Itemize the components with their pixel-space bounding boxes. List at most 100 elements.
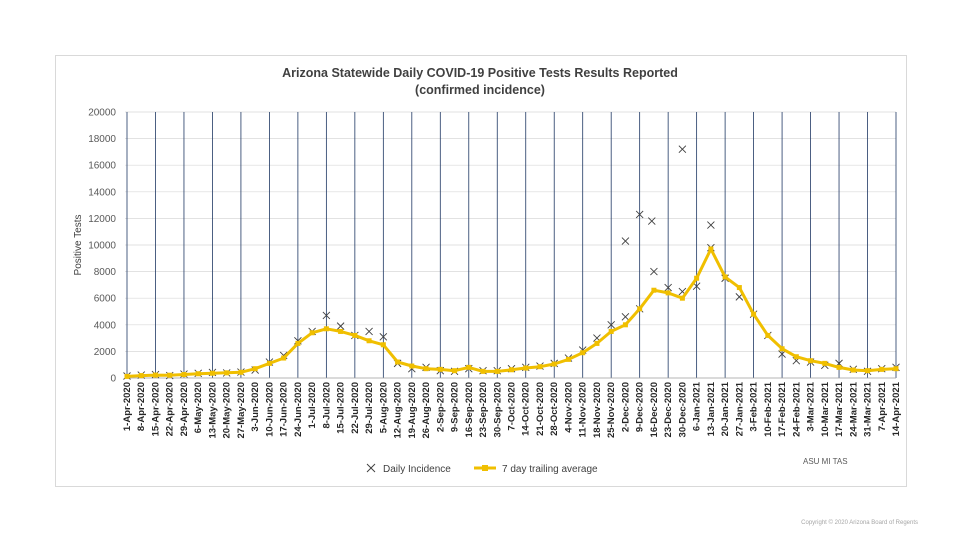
x-tick-label: 10-Mar-2021 <box>820 381 831 437</box>
x-tick-label: 7-Oct-2020 <box>507 382 518 431</box>
x-tick-label: 14-Oct-2020 <box>521 382 532 436</box>
trailing-average-line <box>126 247 897 378</box>
x-tick-label: 11-Nov-2020 <box>578 382 589 437</box>
y-tick-label: 12000 <box>88 214 116 225</box>
x-tick-label: 27-Jan-2021 <box>734 381 745 436</box>
trailing-average-point <box>452 368 458 374</box>
x-tick-label: 14-Apr-2021 <box>891 381 902 436</box>
trailing-average-point <box>338 328 344 334</box>
trailing-average-point <box>594 340 600 346</box>
trailing-average-point <box>309 330 315 336</box>
outlier-points <box>621 145 715 245</box>
x-tick-label: 31-Mar-2021 <box>863 381 874 437</box>
x-tick-label: 3-Jun-2020 <box>250 382 261 432</box>
y-tick-label: 2000 <box>94 347 117 358</box>
trailing-average-point <box>224 370 230 376</box>
trailing-average-point <box>822 360 828 366</box>
x-tick-label: 16-Sep-2020 <box>464 382 475 437</box>
trailing-average-point <box>694 275 700 281</box>
y-tick-labels: 0 2000 4000 6000 8000 10000 12000 14000 16000 180… <box>88 108 116 385</box>
x-tick-label: 1-Jul-2020 <box>307 382 318 428</box>
x-tick-label: 4-Nov-2020 <box>563 382 574 433</box>
trailing-average-point <box>893 366 899 372</box>
trailing-average-point <box>209 370 215 376</box>
legend-label-daily: Daily Incidence <box>383 464 451 475</box>
daily-incidence-point <box>379 332 388 341</box>
x-tick-label: 8-Apr-2020 <box>136 382 147 431</box>
x-tick-label: 17-Mar-2021 <box>834 381 845 437</box>
trailing-average-point <box>836 364 842 370</box>
daily-incidence-point <box>778 350 786 358</box>
daily-incidence-point <box>365 327 373 336</box>
y-tick-label: 8000 <box>94 267 117 278</box>
outlier-point <box>635 210 644 219</box>
x-tick-label: 24-Jun-2020 <box>293 382 304 437</box>
x-tick-label: 13-May-2020 <box>207 382 218 439</box>
x-tick-label: 23-Sep-2020 <box>478 382 489 437</box>
trailing-average-point <box>124 373 130 379</box>
trailing-average-point <box>323 326 329 332</box>
x-tick-label: 29-Apr-2020 <box>179 382 190 436</box>
x-tick-label: 3-Mar-2021 <box>806 381 817 431</box>
trailing-average-series <box>124 246 899 379</box>
trailing-average-point <box>865 368 871 374</box>
trailing-average-point <box>366 338 372 344</box>
x-tick-label: 15-Apr-2020 <box>150 382 161 436</box>
trailing-average-point <box>466 364 472 370</box>
x-tick-label: 9-Dec-2020 <box>635 382 646 432</box>
x-tick-label: 30-Dec-2020 <box>677 382 688 437</box>
trailing-average-point <box>167 372 173 378</box>
trailing-average-point <box>651 287 657 293</box>
x-tick-label: 12-Aug-2020 <box>393 382 404 439</box>
y-tick-label: 14000 <box>88 187 116 198</box>
x-tick-label: 19-Aug-2020 <box>407 382 418 439</box>
legend-label-average: 7 day trailing average <box>502 464 598 475</box>
trailing-average-point <box>580 350 586 356</box>
trailing-average-point <box>565 356 571 362</box>
trailing-average-point <box>494 368 500 374</box>
outlier-point <box>707 221 715 229</box>
trailing-average-point <box>736 285 742 291</box>
x-tick-label: 9-Sep-2020 <box>450 382 461 432</box>
x-tick-label: 22-Apr-2020 <box>165 382 176 436</box>
trailing-average-point <box>751 311 757 317</box>
x-tick-label: 2-Sep-2020 <box>435 382 446 432</box>
trailing-average-point <box>765 332 771 338</box>
x-tick-label: 20-May-2020 <box>222 382 233 439</box>
chart-title-line1: Arizona Statewide Daily COVID-19 Positiv… <box>282 66 678 80</box>
trailing-average-point <box>679 295 685 301</box>
trailing-average-point <box>537 364 543 370</box>
copyright-notice: Copyright © 2020 Arizona Board of Regent… <box>801 520 918 526</box>
trailing-average-point <box>380 342 386 348</box>
grid-lines <box>125 111 897 379</box>
y-tick-label: 10000 <box>88 241 116 252</box>
legend-marker-daily <box>366 463 376 473</box>
x-tick-label: 8-Jul-2020 <box>321 382 332 428</box>
x-tick-label: 10-Feb-2021 <box>763 381 774 437</box>
watermark-text: ASU MI TAS <box>803 457 848 466</box>
outlier-point <box>647 217 656 225</box>
trailing-average-point <box>722 274 728 280</box>
chart-title-line2: (confirmed incidence) <box>415 83 545 97</box>
trailing-average-point <box>181 372 187 378</box>
legend-marker-average <box>474 465 496 471</box>
chart-frame <box>55 55 907 487</box>
trailing-average-point <box>352 332 358 338</box>
trailing-average-point <box>423 366 429 372</box>
trailing-average-point <box>281 355 287 361</box>
legend: Daily Incidence 7 day trailing average <box>366 463 598 475</box>
trailing-average-point <box>523 365 529 371</box>
x-tick-label: 15-Jul-2020 <box>336 382 347 434</box>
trailing-average-point <box>238 369 244 375</box>
x-tick-label: 27-May-2020 <box>236 382 247 439</box>
daily-incidence-point <box>607 320 616 329</box>
x-tick-label: 17-Jun-2020 <box>279 382 290 437</box>
trailing-average-point <box>779 346 785 352</box>
trailing-average-point <box>480 368 486 374</box>
trailing-average-point <box>195 371 201 377</box>
daily-incidence-point <box>621 313 630 321</box>
y-tick-label: 16000 <box>88 161 116 172</box>
x-tick-label: 1-Apr-2020 <box>122 382 133 431</box>
x-tick-label: 30-Sep-2020 <box>492 382 503 437</box>
